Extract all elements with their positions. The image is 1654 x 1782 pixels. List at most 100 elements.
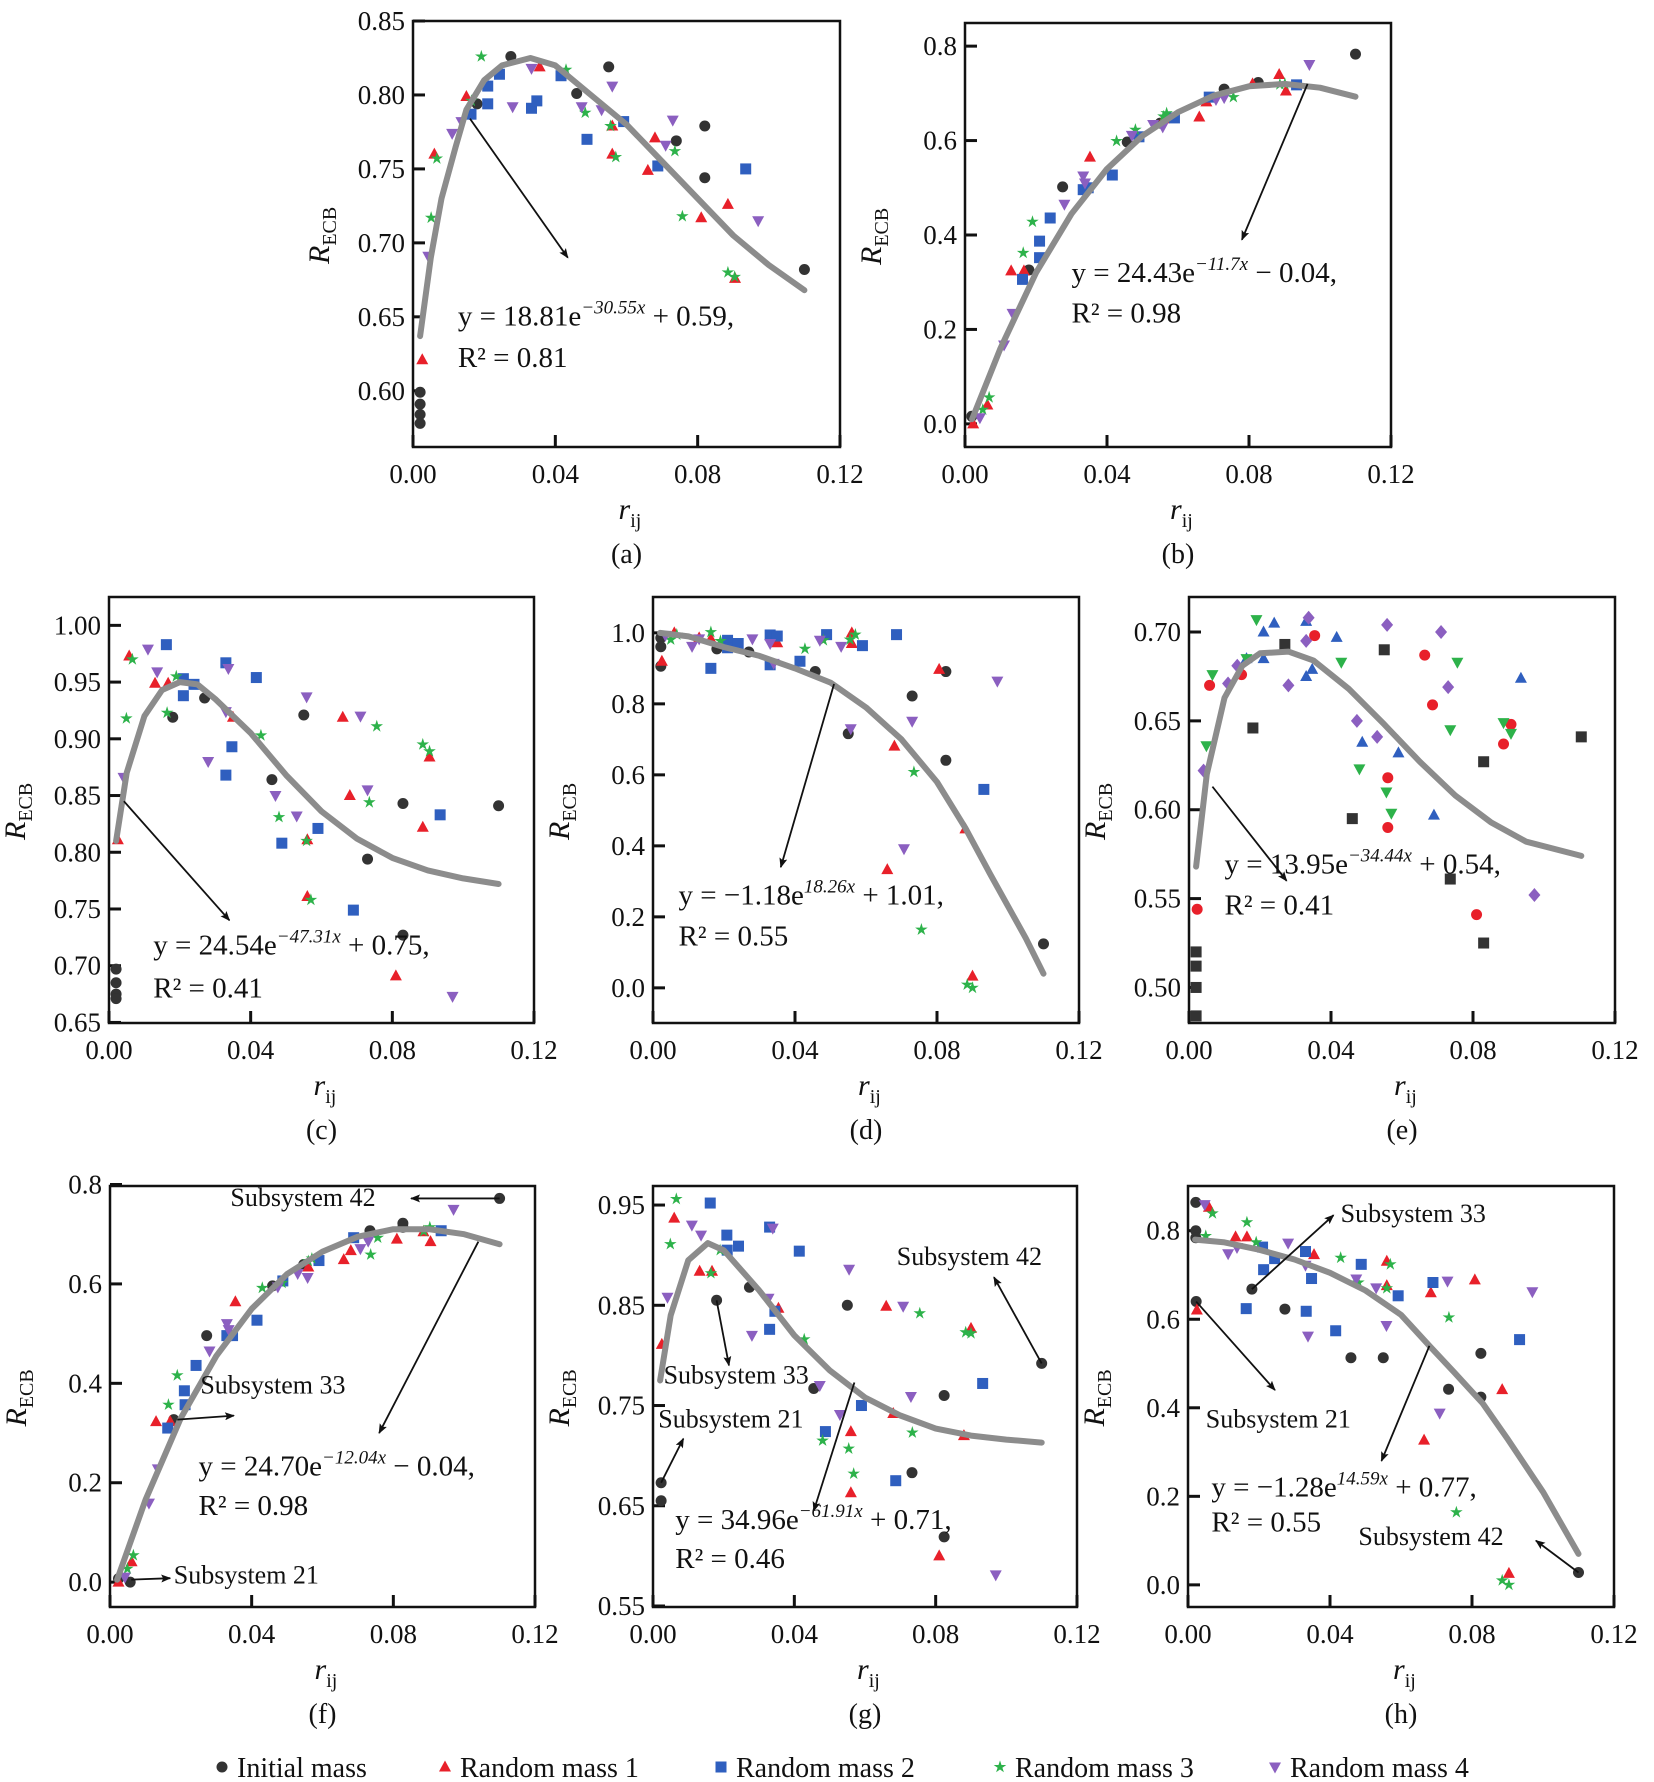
data-point: [1424, 1286, 1437, 1298]
series-random-mass-1: [1190, 1200, 1515, 1578]
subsystem-annotation: Subsystem 33: [200, 1370, 345, 1399]
data-point: [1129, 123, 1142, 135]
y-tick-label: 0.70: [54, 951, 101, 981]
data-point: [1240, 1215, 1254, 1228]
data-point: [764, 1323, 776, 1335]
data-point: [1475, 1347, 1487, 1359]
data-point: [300, 692, 313, 704]
data-point: [1444, 725, 1457, 737]
data-point: [977, 1377, 989, 1389]
data-point: [190, 1359, 202, 1371]
data-point: [482, 98, 494, 110]
annotation-arrow: [1535, 1539, 1580, 1574]
data-point: [722, 634, 734, 646]
fit-equation: y = −1.28e14.59x + 0.77,: [1211, 1468, 1476, 1503]
x-tick-label: 0.08: [913, 1035, 960, 1065]
data-point: [907, 765, 921, 778]
data-point: [312, 822, 324, 834]
legend-triangle-down-marker-icon: [1269, 1762, 1281, 1774]
annotation-arrow: [131, 1574, 172, 1583]
data-point: [973, 413, 986, 425]
data-point: [1380, 1281, 1394, 1294]
data-point: [371, 1231, 384, 1243]
data-point: [1190, 981, 1202, 993]
annotation-arrow: [123, 800, 231, 922]
legend-label: Random mass 2: [736, 1753, 915, 1782]
y-tick-label: 0.2: [68, 1468, 102, 1498]
data-point: [1300, 1246, 1312, 1258]
data-point: [229, 1295, 242, 1307]
data-point: [1442, 1310, 1456, 1323]
data-point: [1190, 1010, 1202, 1022]
y-tick-label: 0.6: [1146, 1304, 1180, 1334]
data-point: [771, 636, 784, 648]
x-axis-label: rij: [857, 1653, 880, 1692]
data-point: [1377, 1352, 1389, 1364]
fit-equation: y = 13.95e−34.44x + 0.54,: [1225, 846, 1501, 881]
x-tick-label: 0.12: [1367, 459, 1414, 489]
x-tick-label: 0.04: [532, 459, 580, 489]
data-point: [298, 709, 310, 721]
data-point: [609, 150, 623, 163]
data-point: [844, 724, 857, 736]
plot-frame: [1186, 1184, 1616, 1609]
data-point: [855, 1400, 867, 1412]
x-tick-label: 0.08: [1449, 1035, 1496, 1065]
subsystem-annotation: Subsystem 33: [664, 1360, 809, 1389]
data-point: [1257, 1241, 1269, 1253]
data-point: [177, 673, 189, 685]
y-tick-label: 0.2: [1146, 1481, 1180, 1511]
data-point: [1206, 670, 1219, 682]
data-point: [126, 652, 139, 665]
data-point: [220, 1319, 233, 1331]
data-point: [1198, 1200, 1211, 1212]
series-random-mass-3: [664, 1192, 978, 1479]
data-point: [695, 1230, 708, 1242]
y-tick-label: 0.70: [358, 228, 405, 258]
data-point: [1380, 787, 1393, 799]
data-point: [982, 390, 996, 403]
data-point: [1300, 1305, 1312, 1317]
series-initial-mass: [414, 51, 810, 429]
x-tick-label: 0.00: [629, 1619, 676, 1649]
data-point: [1302, 610, 1315, 625]
panel-b: 0.00 0.04 0.08 0.12 0.0 0.2 0.4 0.6 0.8 rij RECB (b…: [855, 21, 1415, 570]
data-point: [127, 1548, 140, 1561]
data-point: [121, 1562, 134, 1575]
data-point: [414, 398, 426, 410]
subsystem-annotation: Subsystem 21: [1206, 1405, 1351, 1434]
data-point: [1193, 110, 1206, 122]
data-point: [745, 1330, 758, 1342]
y-tick-label: 0.65: [54, 1007, 101, 1037]
x-tick-label: 0.00: [1165, 1035, 1212, 1065]
x-tick-label: 0.04: [228, 1619, 276, 1649]
data-point: [933, 662, 946, 674]
data-point: [721, 197, 734, 209]
data-point: [793, 1245, 805, 1257]
x-tick-label: 0.04: [1307, 1035, 1355, 1065]
x-axis-label: rij: [1394, 1069, 1417, 1108]
data-point: [304, 893, 318, 906]
data-point: [764, 639, 777, 651]
data-point: [966, 981, 979, 994]
data-point: [389, 969, 402, 981]
data-point: [1505, 718, 1517, 730]
data-point: [666, 115, 679, 127]
subsystem-annotation: Subsystem 42: [230, 1183, 375, 1212]
panel-caption: (g): [849, 1699, 882, 1730]
data-point: [913, 1306, 926, 1319]
fit-curve: [657, 1240, 1045, 1446]
x-axis-label: rij: [1393, 1653, 1416, 1692]
y-axis-label: RECB: [0, 1369, 38, 1427]
data-point: [1526, 1287, 1539, 1299]
data-point: [1268, 616, 1281, 628]
data-point: [933, 1549, 946, 1561]
data-point: [1427, 699, 1439, 711]
x-tick-label: 0.04: [1083, 459, 1131, 489]
data-point: [1468, 1273, 1481, 1285]
data-point: [794, 655, 806, 667]
data-point: [1083, 150, 1096, 162]
data-point: [842, 1442, 855, 1454]
fit-curve: [657, 629, 1047, 977]
y-tick-label: 0.0: [611, 973, 645, 1003]
